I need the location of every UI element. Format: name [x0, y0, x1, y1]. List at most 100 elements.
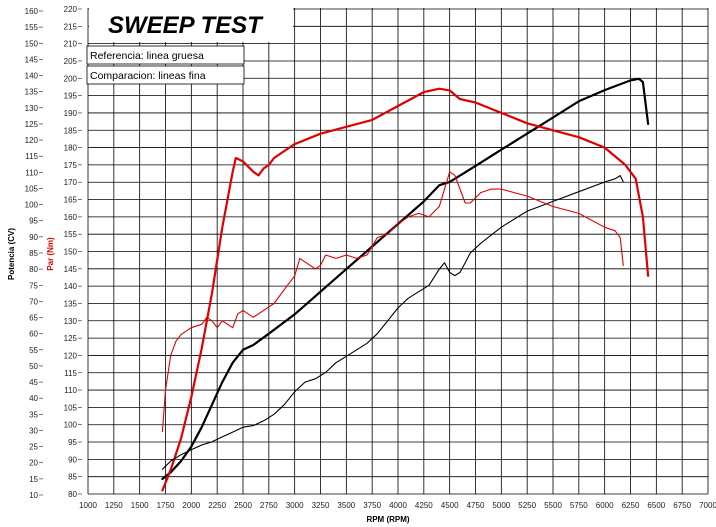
left-tick-label: 35 [29, 410, 38, 419]
left-tick-label: 50 [29, 362, 38, 371]
right-axis-label: Par (Nm) [46, 237, 55, 271]
right-tick-label: 145 [64, 265, 78, 274]
x-tick-label: 2250 [208, 501, 226, 510]
x-tick-label: 6250 [622, 501, 640, 510]
left-tick-label: 20 [29, 459, 38, 468]
left-tick-label: 145 [25, 55, 39, 64]
x-tick-label: 1250 [105, 501, 123, 510]
left-tick-label: 80 [29, 265, 38, 274]
left-tick-label: 150 [25, 39, 39, 48]
left-tick-label: 10 [29, 491, 38, 500]
left-tick-label: 115 [25, 152, 38, 161]
right-tick-label: 95 [68, 438, 77, 447]
left-tick-label: 90 [29, 233, 38, 242]
x-tick-label: 7000 [699, 501, 716, 510]
left-tick-label: 55 [29, 346, 38, 355]
left-tick-label: 30 [29, 426, 38, 435]
right-tick-label: 175 [64, 161, 78, 170]
left-tick-label: 60 [29, 330, 38, 339]
right-tick-label: 80 [68, 490, 77, 499]
right-tick-label: 170 [64, 178, 78, 187]
right-tick-label: 185 [64, 126, 78, 135]
x-axis-ticks: 1000 1250 1500 1750 2000 2250 2500 2750 3000 3250… [79, 501, 716, 510]
right-tick-label: 115 [64, 369, 77, 378]
left-tick-label: 95 [29, 217, 38, 226]
legend-comparison: Comparacion: lineas fina [90, 70, 206, 82]
right-tick-label: 85 [68, 473, 77, 482]
right-tick-label: 90 [68, 455, 77, 464]
left-tick-label: 100 [25, 201, 39, 210]
left-tick-label: 130 [25, 104, 39, 113]
right-tick-label: 155 [64, 230, 78, 239]
left-tick-label: 105 [25, 184, 39, 193]
legend-reference: Referencia: linea gruesa [90, 50, 204, 62]
left-tick-label: 125 [25, 120, 39, 129]
right-tick-label: 195 [64, 92, 78, 101]
right-tick-label: 125 [64, 334, 78, 343]
x-tick-label: 5500 [544, 501, 562, 510]
left-tick-label: 15 [29, 475, 38, 484]
left-tick-label: 40 [29, 394, 38, 403]
right-tick-label: 100 [64, 421, 78, 430]
x-tick-label: 4750 [467, 501, 485, 510]
x-tick-label: 6750 [673, 501, 691, 510]
comparison-torque-line [161, 171, 624, 433]
right-tick-label: 105 [64, 403, 78, 412]
left-tick-label: 70 [29, 297, 38, 306]
left-tick-label: 85 [29, 249, 38, 258]
left-tick-label: 160 [25, 7, 39, 16]
x-tick-label: 6000 [596, 501, 614, 510]
right-tick-label: 180 [64, 144, 78, 153]
right-tick-label: 210 [64, 40, 78, 49]
x-tick-label: 1500 [131, 501, 149, 510]
x-tick-label: 3500 [337, 501, 355, 510]
left-tick-label: 140 [25, 72, 39, 81]
right-tick-label: 120 [64, 351, 78, 360]
right-tick-label: 150 [64, 248, 78, 257]
left-tick-label: 110 [25, 168, 38, 177]
x-tick-label: 4250 [415, 501, 433, 510]
x-tick-label: 5750 [570, 501, 588, 510]
x-tick-label: 4000 [389, 501, 407, 510]
chart-title: SWEEP TEST [108, 12, 264, 39]
x-axis-label: RPM (RPM) [366, 515, 409, 524]
x-tick-label: 3750 [363, 501, 381, 510]
x-tick-label: 1750 [157, 501, 175, 510]
title-box [89, 6, 293, 42]
x-tick-label: 2000 [182, 501, 200, 510]
x-tick-label: 6500 [647, 501, 665, 510]
x-tick-label: 2750 [260, 501, 278, 510]
x-tick-label: 2500 [234, 501, 252, 510]
right-tick-label: 140 [64, 282, 78, 291]
right-tick-label: 200 [64, 74, 78, 83]
right-tick-label: 135 [64, 299, 78, 308]
right-tick-label: 205 [64, 57, 78, 66]
right-axis-ticks: 80 85 90 95 100 105 110 115 120 125 130 135 140 145 15… [64, 5, 82, 499]
comparison-power-line [161, 175, 624, 470]
left-axis-ticks: 10 15 20 25 30 35 40 45 50 55 60 65 70 75 80 85 90 95 100 1… [25, 7, 43, 500]
x-tick-label: 4500 [441, 501, 459, 510]
x-tick-label: 1000 [79, 501, 97, 510]
right-tick-label: 215 [64, 22, 78, 31]
right-tick-label: 160 [64, 213, 78, 222]
legend-box-reference [86, 45, 245, 65]
left-tick-label: 75 [29, 281, 38, 290]
left-tick-label: 120 [25, 136, 39, 145]
reference-torque-line [161, 87, 650, 492]
x-tick-label: 5000 [492, 501, 510, 510]
x-tick-label: 3250 [312, 501, 330, 510]
left-tick-label: 135 [25, 88, 39, 97]
left-tick-label: 25 [29, 443, 38, 452]
left-tick-label: 65 [29, 314, 38, 323]
x-tick-label: 3000 [286, 501, 304, 510]
right-tick-label: 110 [64, 386, 77, 395]
right-tick-label: 220 [64, 5, 78, 14]
x-tick-label: 5250 [518, 501, 536, 510]
right-tick-label: 190 [64, 109, 78, 118]
left-axis-label: Potencia (CV) [7, 228, 16, 280]
legend-box-comparison [86, 65, 245, 85]
right-tick-label: 130 [64, 317, 78, 326]
left-tick-label: 45 [29, 378, 38, 387]
